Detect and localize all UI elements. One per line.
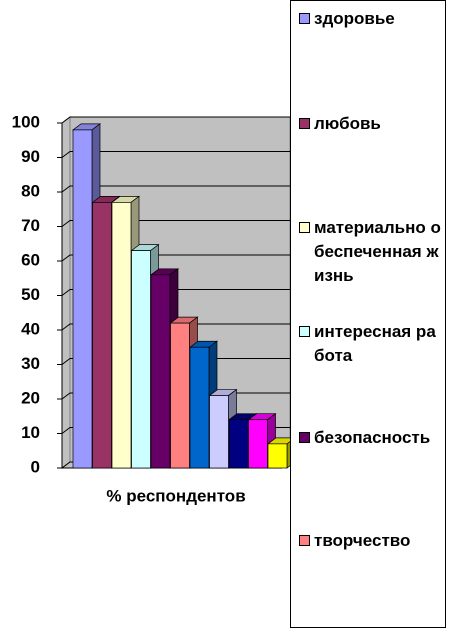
legend-marker <box>299 432 310 443</box>
legend-label: интересная работа <box>314 322 436 365</box>
grid-line <box>61 323 290 331</box>
bar <box>208 388 238 469</box>
bar-front <box>72 129 93 469</box>
bar-front <box>228 419 249 469</box>
legend-label: материально обеспеченная жизнь <box>314 218 441 285</box>
bar-front <box>111 202 132 469</box>
legend-label: творчество <box>314 531 411 550</box>
bar-front <box>248 419 268 469</box>
y-tick-label: 90 <box>21 147 40 166</box>
legend: здоровье любовь материально обеспеченная ж… <box>290 0 446 628</box>
legend-label: безопасность <box>314 428 431 447</box>
legend-item: здоровье <box>299 7 441 31</box>
grid-line <box>61 185 290 193</box>
bar-front <box>170 322 190 469</box>
legend-item: материально обеспеченная жизнь <box>299 216 441 288</box>
legend-item: безопасность <box>299 426 441 450</box>
legend-marker <box>299 326 310 337</box>
y-tick-label: 0 <box>31 457 40 476</box>
grid-line <box>61 116 290 124</box>
legend-marker <box>299 13 310 24</box>
y-tick-label: 80 <box>21 181 40 200</box>
y-tick-label: 100 <box>12 112 40 131</box>
bar-front <box>131 250 151 469</box>
legend-marker <box>299 222 310 233</box>
legend-marker <box>299 118 310 129</box>
y-tick-label: 40 <box>21 319 40 338</box>
grid-line <box>61 289 290 296</box>
y-tick-label: 20 <box>21 388 40 407</box>
y-tick-label: 50 <box>21 285 40 304</box>
legend-label: здоровье <box>314 9 395 28</box>
y-tick-label: 30 <box>21 354 40 373</box>
legend-item: интересная работа <box>299 320 441 368</box>
bar-front <box>209 395 229 469</box>
bar-front <box>92 202 112 469</box>
bar-front <box>150 274 171 469</box>
y-tick-label: 70 <box>21 216 40 235</box>
y-tick-label: 10 <box>21 423 40 442</box>
legend-label: любовь <box>314 114 381 133</box>
grid-line <box>61 151 290 158</box>
legend-item: творчество <box>299 529 441 553</box>
bar-front <box>189 346 210 469</box>
x-tick-label: % респондентов <box>106 486 245 505</box>
grid-line <box>61 220 290 227</box>
legend-item: любовь <box>299 112 441 136</box>
legend-marker <box>299 535 310 546</box>
y-tick-label: 60 <box>21 250 40 269</box>
grid-line <box>61 254 290 262</box>
bar-front <box>267 443 288 469</box>
